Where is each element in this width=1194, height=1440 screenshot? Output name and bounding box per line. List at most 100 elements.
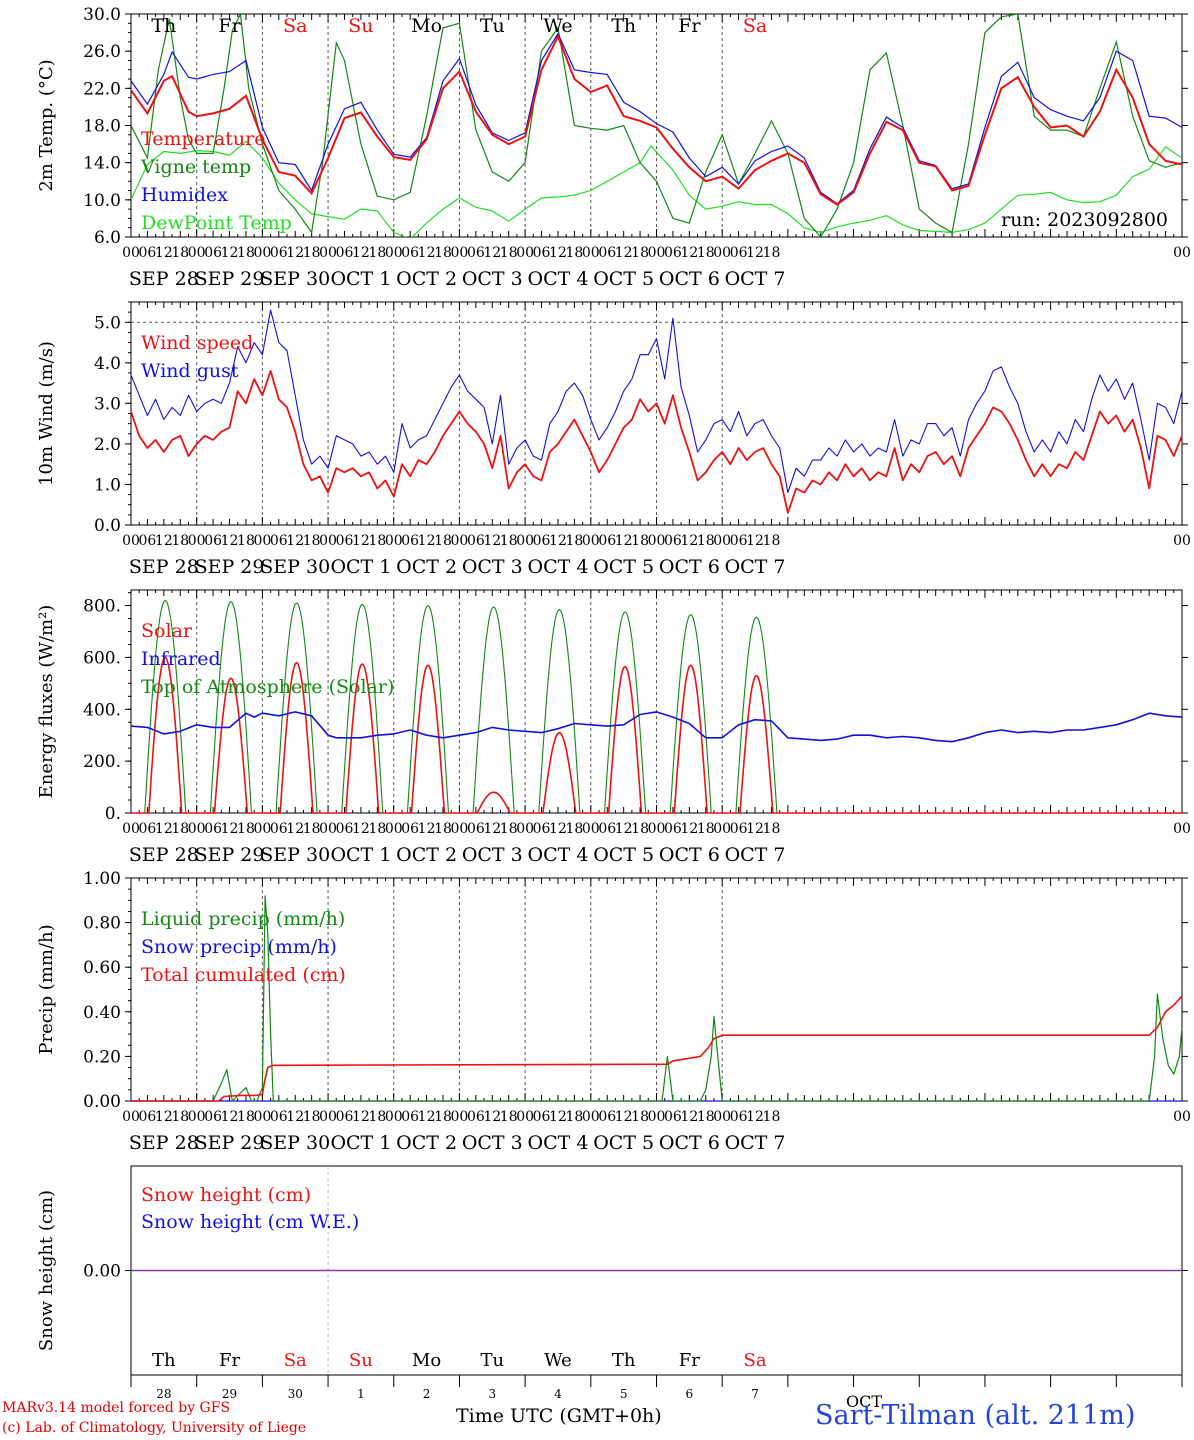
hour-label: 06 [336, 1109, 354, 1125]
hour-label: 00 [648, 245, 666, 261]
day-number-label: 4 [554, 1387, 562, 1401]
hour-label: 06 [270, 245, 288, 261]
date-label: SEP 29 [195, 844, 265, 866]
y-tick-label: 14.0 [83, 154, 121, 174]
hour-label: 18 [368, 821, 386, 837]
series-line-total-cumulated-cm- [131, 995, 1183, 1102]
hour-label: 12 [155, 245, 173, 261]
hour-label: 12 [483, 245, 501, 261]
hour-label: 12 [221, 821, 239, 837]
weekday-label: Su [349, 1350, 373, 1371]
date-label: OCT 4 [528, 268, 589, 290]
weekday-label: Fr [218, 15, 241, 37]
date-label: OCT 6 [659, 1132, 720, 1154]
hour-label: 18 [763, 533, 781, 549]
date-label: OCT 5 [593, 268, 654, 290]
hour-label: 18 [565, 821, 583, 837]
legend-entry: Snow precip (mm/h) [141, 936, 337, 958]
hour-label: 12 [746, 245, 764, 261]
hour-label: 18 [697, 821, 715, 837]
hour-label: 12 [155, 533, 173, 549]
hour-label: 12 [549, 1109, 567, 1125]
date-label: OCT 3 [462, 1132, 523, 1154]
hour-label: 06 [139, 821, 157, 837]
hour-label: 00 [122, 1109, 140, 1125]
hour-label: 12 [549, 533, 567, 549]
date-label: SEP 30 [260, 844, 330, 866]
hour-label: 00 [319, 245, 337, 261]
day-number-label: 3 [488, 1387, 496, 1401]
date-label: OCT 6 [659, 268, 720, 290]
hour-label: 12 [549, 821, 567, 837]
date-label: OCT 5 [593, 844, 654, 866]
series-line-liquid-precip-mm-h- [131, 895, 1183, 1102]
date-label: OCT 5 [593, 1132, 654, 1154]
hour-label: 12 [155, 821, 173, 837]
hour-label: 00 [713, 1109, 731, 1125]
weekday-label: Sa [283, 15, 307, 37]
date-label: SEP 28 [129, 844, 199, 866]
hour-label: 18 [500, 821, 518, 837]
legend-entry: Solar [141, 620, 193, 642]
weekday-label: Tu [480, 15, 505, 37]
date-label: OCT 3 [462, 556, 523, 578]
date-label: OCT 3 [462, 844, 523, 866]
hour-label: 00 [1173, 1109, 1191, 1125]
hour-label: 06 [598, 1109, 616, 1125]
hour-label: 18 [631, 821, 649, 837]
y-tick-label: 18.0 [83, 117, 121, 137]
y-tick-label: 0.0 [94, 516, 121, 536]
date-label: OCT 4 [528, 556, 589, 578]
hour-label: 00 [188, 1109, 206, 1125]
day-number-label: 29 [222, 1387, 237, 1401]
hour-label: 00 [319, 821, 337, 837]
hour-label: 18 [303, 821, 321, 837]
y-tick-label: 400. [83, 700, 121, 720]
hour-label: 06 [467, 1109, 485, 1125]
hour-label: 00 [451, 533, 469, 549]
hour-label: 18 [697, 533, 715, 549]
hour-label: 00 [253, 1109, 271, 1125]
hour-label: 06 [336, 245, 354, 261]
hour-label: 06 [270, 533, 288, 549]
legend-entry: Wind speed [141, 332, 253, 354]
hour-label: 18 [500, 245, 518, 261]
y-tick-label: 1.00 [83, 869, 121, 889]
hour-label: 06 [533, 1109, 551, 1125]
date-label: SEP 30 [260, 1132, 330, 1154]
hour-label: 00 [253, 245, 271, 261]
legend-entry: Humidex [141, 184, 228, 206]
hour-label: 06 [533, 245, 551, 261]
hour-label: 12 [549, 245, 567, 261]
weekday-label: Sa [284, 1350, 307, 1371]
hour-label: 00 [451, 821, 469, 837]
hour-label: 12 [483, 821, 501, 837]
date-label: OCT 3 [462, 268, 523, 290]
hour-label: 06 [204, 1109, 222, 1125]
hour-label: 06 [467, 533, 485, 549]
hour-label: 18 [434, 245, 452, 261]
y-tick-label: 0.00 [83, 1092, 121, 1112]
hour-label: 00 [385, 821, 403, 837]
date-label: OCT 7 [725, 268, 786, 290]
hour-label: 06 [401, 245, 419, 261]
hour-label: 18 [171, 1109, 189, 1125]
day-number-label: 5 [620, 1387, 628, 1401]
hour-label: 12 [615, 245, 633, 261]
y-tick-label: 26.0 [83, 42, 121, 62]
hour-label: 18 [303, 245, 321, 261]
hour-label: 12 [286, 533, 304, 549]
hour-label: 00 [713, 245, 731, 261]
hour-label: 06 [598, 245, 616, 261]
y-axis-label: 10m Wind (m/s) [36, 341, 57, 486]
hour-label: 00 [319, 1109, 337, 1125]
y-axis-label: 2m Temp. (°C) [36, 59, 57, 191]
y-tick-label: 600. [83, 648, 121, 668]
hour-label: 06 [401, 533, 419, 549]
hour-label: 00 [516, 533, 534, 549]
legend-entry: DewPoint Temp [141, 212, 292, 234]
y-tick-label: 0.60 [83, 958, 121, 978]
hour-label: 00 [385, 533, 403, 549]
date-label: OCT 4 [528, 844, 589, 866]
legend-entry: Liquid precip (mm/h) [141, 908, 345, 930]
